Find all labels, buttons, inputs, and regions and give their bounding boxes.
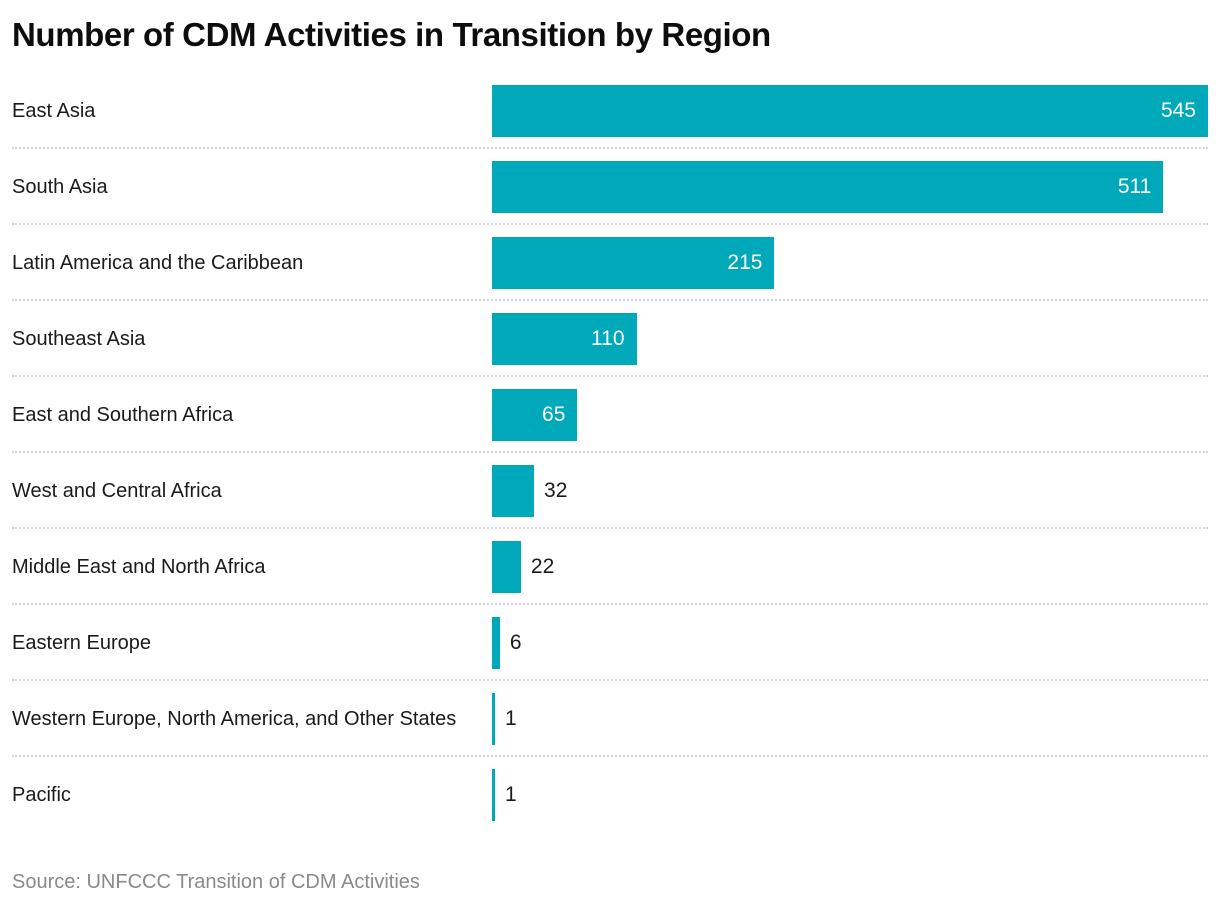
chart-row-content: Eastern Europe 6	[12, 617, 1208, 669]
bar	[492, 465, 535, 517]
bar-chart: East Asia 545 South Asia 511 Latin America a…	[12, 85, 1208, 845]
category-label: East and Southern Africa	[12, 403, 234, 426]
category-label: Western Europe, North America, and Other…	[12, 707, 457, 730]
value-label: 110	[591, 327, 625, 350]
bar	[492, 617, 500, 669]
chart-row: West and Central Africa 32	[12, 465, 1208, 541]
chart-row: Southeast Asia 110	[12, 313, 1208, 389]
value-label: 22	[530, 555, 555, 578]
category-label: Latin America and the Caribbean	[12, 251, 304, 274]
category-label: South Asia	[12, 175, 108, 198]
chart-row-content: Pacific 1	[12, 769, 1208, 821]
chart-row-content: East Asia 545	[12, 85, 1208, 137]
bar-track: 32	[492, 465, 1208, 517]
chart-row: East Asia 545	[12, 85, 1208, 161]
chart-row-content: East and Southern Africa 65	[12, 389, 1208, 441]
chart-row: Eastern Europe 6	[12, 617, 1208, 693]
value-label: 1	[505, 707, 517, 730]
chart-row: Pacific 1	[12, 769, 1208, 845]
value-label: 545	[1160, 99, 1196, 122]
bar	[492, 541, 521, 593]
chart-row: Western Europe, North America, and Other…	[12, 693, 1208, 769]
bar	[492, 769, 495, 821]
chart-row: South Asia 511	[12, 161, 1208, 237]
category-label: Middle East and North Africa	[12, 555, 266, 578]
chart-row: Middle East and North Africa 22	[12, 541, 1208, 617]
category-label: Pacific	[12, 783, 71, 806]
bar	[492, 693, 495, 745]
bar: 110	[492, 313, 637, 365]
value-label: 6	[509, 631, 522, 654]
value-label: 1	[505, 783, 517, 806]
bar-track: 1	[492, 769, 1208, 821]
value-label: 65	[542, 403, 566, 426]
bar-track: 545	[492, 85, 1208, 137]
category-label: Eastern Europe	[12, 631, 151, 654]
category-label: East Asia	[12, 99, 96, 122]
category-label: West and Central Africa	[12, 479, 222, 502]
bar-track: 511	[492, 161, 1208, 213]
bar-track: 65	[492, 389, 1208, 441]
bar-track: 6	[492, 617, 1208, 669]
value-label: 32	[544, 479, 568, 502]
page-title: Number of CDM Activities in Transition b…	[12, 16, 771, 53]
bar-track: 110	[492, 313, 1208, 365]
bar-track: 215	[492, 237, 1208, 289]
category-label: Southeast Asia	[12, 327, 146, 350]
value-label: 215	[727, 251, 763, 274]
bar-track: 22	[492, 541, 1208, 593]
bar: 215	[492, 237, 775, 289]
bar: 65	[492, 389, 578, 441]
chart-row-content: Southeast Asia 110	[12, 313, 1208, 365]
bar-track: 1	[492, 693, 1208, 745]
chart-row-content: Western Europe, North America, and Other…	[12, 693, 1208, 745]
bar: 545	[492, 85, 1208, 137]
bar: 511	[492, 161, 1164, 213]
chart-row-content: Middle East and North Africa 22	[12, 541, 1208, 593]
chart-row-content: Latin America and the Caribbean 215	[12, 237, 1208, 289]
source-note: Source: UNFCCC Transition of CDM Activit…	[12, 871, 420, 893]
chart-row-content: West and Central Africa 32	[12, 465, 1208, 517]
chart-row-content: South Asia 511	[12, 161, 1208, 213]
chart-row: Latin America and the Caribbean 215	[12, 237, 1208, 313]
chart-row: East and Southern Africa 65	[12, 389, 1208, 465]
value-label: 511	[1117, 175, 1152, 198]
